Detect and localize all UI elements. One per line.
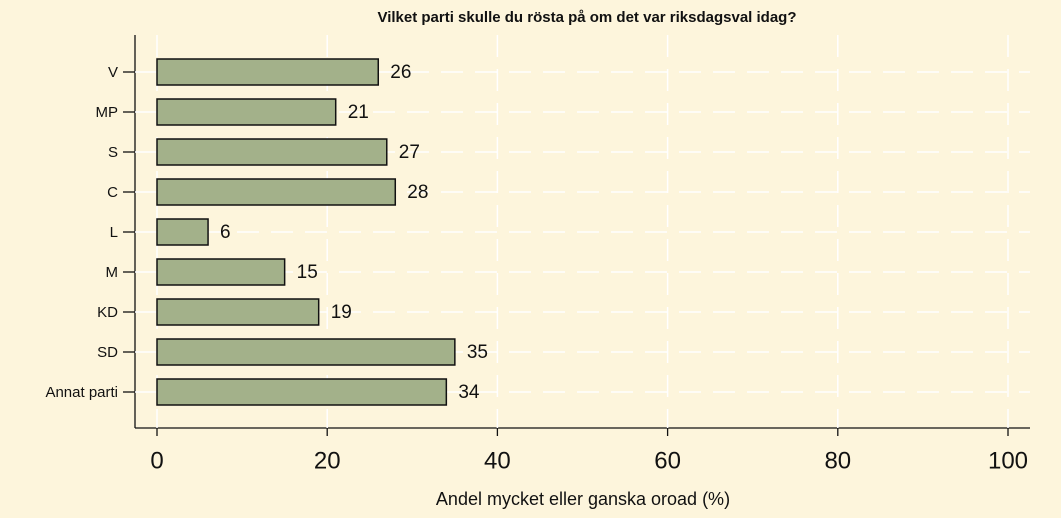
data-label: 27 (399, 142, 420, 163)
bar (156, 98, 337, 126)
y-tick-label: M (106, 264, 119, 281)
y-tick-label: MP (96, 104, 119, 121)
bar (156, 218, 209, 246)
y-tick-label: V (108, 64, 118, 81)
data-label: 28 (407, 182, 428, 203)
x-tick-label: 60 (654, 447, 681, 474)
chart-title: Vilket parti skulle du rösta på om det v… (377, 9, 796, 26)
bar (156, 138, 388, 166)
x-tick-label: 20 (314, 447, 341, 474)
data-label: 34 (458, 382, 480, 403)
bar (156, 338, 456, 366)
x-tick-label: 100 (988, 447, 1028, 474)
x-axis-label: Andel mycket eller ganska oroad (%) (436, 489, 730, 509)
y-tick-label: Annat parti (45, 384, 118, 401)
bar (156, 258, 286, 286)
data-label: 15 (297, 262, 318, 283)
data-label: 19 (331, 302, 352, 323)
x-tick-label: 40 (484, 447, 511, 474)
y-tick-label: KD (97, 304, 118, 321)
data-label: 35 (467, 342, 488, 363)
y-tick-label: SD (97, 344, 118, 361)
x-tick-label: 0 (150, 447, 163, 474)
data-label: 21 (348, 102, 369, 123)
y-tick-label: L (110, 224, 118, 241)
bar (156, 58, 380, 86)
bar (156, 298, 320, 326)
y-tick-label: C (107, 184, 118, 201)
bar (156, 378, 448, 406)
x-tick-label: 80 (824, 447, 851, 474)
data-label: 6 (220, 222, 231, 243)
y-tick-label: S (108, 144, 118, 161)
bar (156, 178, 397, 206)
data-label: 26 (390, 62, 411, 83)
